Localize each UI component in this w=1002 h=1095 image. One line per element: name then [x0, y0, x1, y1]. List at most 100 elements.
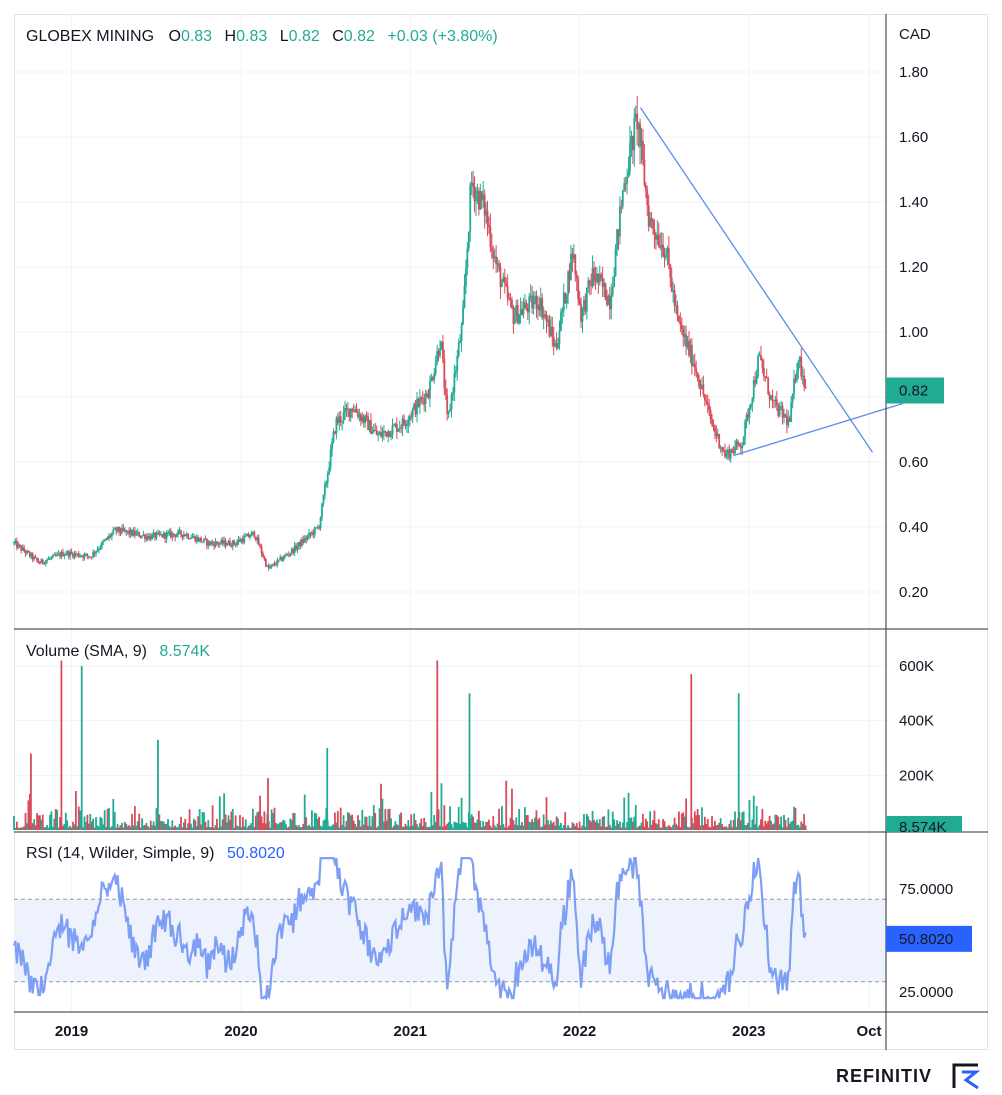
- candle: [76, 553, 79, 557]
- volume-bar: [773, 823, 775, 830]
- candle: [57, 550, 60, 556]
- candle: [502, 272, 505, 283]
- last-price-label: 0.82: [899, 383, 928, 400]
- volume-bar: [751, 819, 754, 830]
- candle: [266, 564, 269, 567]
- trendline[interactable]: [733, 402, 904, 457]
- symbol-name: GLOBEX MINING: [26, 28, 155, 45]
- volume-bar: [629, 818, 631, 830]
- candle: [652, 218, 654, 236]
- volume-bar: [125, 823, 128, 830]
- volume-bar: [270, 809, 273, 830]
- volume-bar: [31, 823, 34, 830]
- candle: [593, 261, 595, 287]
- candle: [256, 535, 259, 544]
- candle: [92, 549, 95, 559]
- volume-bar: [116, 824, 119, 830]
- volume-bar: [528, 821, 531, 830]
- candle: [758, 351, 761, 357]
- volume-bar: [158, 814, 161, 830]
- candle: [218, 541, 221, 548]
- volume-bar: [49, 814, 51, 830]
- candle: [149, 533, 152, 542]
- candle: [574, 253, 577, 282]
- candle: [580, 297, 582, 329]
- candle: [685, 325, 688, 356]
- volume-bar: [441, 826, 444, 830]
- volume-bar: [83, 816, 86, 830]
- trendline[interactable]: [639, 107, 873, 453]
- candle: [275, 561, 277, 566]
- volume-bar: [598, 818, 601, 830]
- candle: [358, 408, 361, 422]
- candle: [380, 425, 382, 438]
- volume-bar: [247, 825, 250, 830]
- volume-bar: [642, 813, 644, 830]
- volume-bar: [486, 821, 489, 830]
- volume-bar: [341, 824, 344, 830]
- candle: [688, 331, 690, 358]
- candle: [521, 301, 523, 316]
- volume-bar: [290, 820, 293, 830]
- candle: [180, 529, 182, 538]
- volume-bar: [300, 826, 303, 830]
- volume-bar: [226, 822, 228, 830]
- volume-bar: [20, 827, 23, 830]
- candle: [83, 552, 86, 561]
- price-tick-label: 1.40: [899, 194, 928, 211]
- volume-bar: [518, 808, 521, 830]
- volume-bar: [646, 821, 649, 830]
- volume-bar: [394, 821, 397, 830]
- candle: [551, 316, 554, 348]
- candle: [699, 379, 702, 397]
- volume-bar: [103, 810, 106, 830]
- candle: [221, 536, 224, 546]
- volume-bar: [85, 821, 87, 830]
- candle: [778, 402, 781, 418]
- volume-bar: [264, 823, 267, 830]
- volume-bar: [688, 827, 690, 830]
- candle: [67, 550, 70, 560]
- volume-bar: [351, 814, 354, 830]
- candle: [703, 393, 706, 407]
- volume-bar: [62, 825, 64, 830]
- candle: [584, 293, 587, 315]
- volume-bar: [560, 822, 562, 830]
- volume-bar: [634, 804, 637, 830]
- candle: [264, 558, 267, 568]
- candle: [492, 245, 495, 270]
- volume-bar: [454, 822, 457, 830]
- volume-bar: [444, 825, 447, 830]
- candle: [656, 220, 659, 245]
- candle: [654, 232, 657, 250]
- volume-bar: [686, 826, 689, 830]
- open-value: 0.83: [180, 28, 213, 45]
- volume-bar: [513, 824, 516, 830]
- candle: [732, 445, 735, 456]
- candle: [236, 539, 238, 548]
- volume-bar: [411, 825, 414, 830]
- candle: [678, 315, 680, 323]
- volume-bar: [531, 819, 534, 830]
- volume-bar: [754, 824, 757, 830]
- volume-bar: [701, 807, 703, 830]
- candle: [280, 556, 283, 562]
- volume-bar: [50, 811, 53, 830]
- volume-bar: [748, 799, 751, 830]
- volume-bar: [152, 821, 155, 830]
- volume-bar: [59, 817, 61, 830]
- candle: [241, 535, 244, 545]
- candle: [557, 337, 559, 350]
- candle: [443, 349, 446, 396]
- volume-bar: [555, 816, 558, 830]
- volume-bar: [466, 827, 469, 830]
- candle: [780, 400, 783, 411]
- volume-bar: [205, 827, 208, 830]
- candle: [39, 561, 41, 565]
- volume-bar: [591, 810, 594, 830]
- candle: [387, 429, 390, 443]
- candle: [571, 247, 574, 273]
- candle: [128, 527, 131, 538]
- volume-bar: [282, 819, 285, 830]
